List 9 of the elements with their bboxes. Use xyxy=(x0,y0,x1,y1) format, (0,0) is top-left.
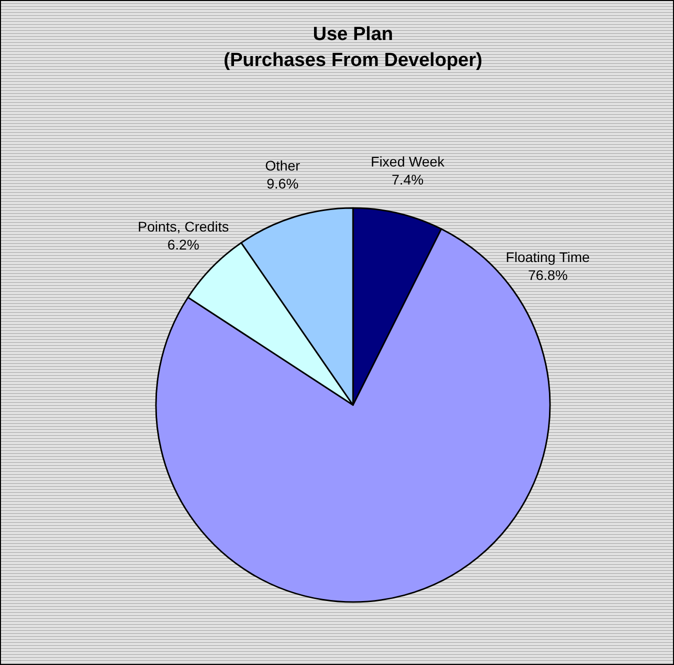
slice-label: Floating Time xyxy=(506,249,590,266)
data-label: 6.2% xyxy=(167,236,200,253)
data-label: 9.6% xyxy=(266,176,299,192)
data-label: 76.8% xyxy=(528,267,568,284)
chart-title: Use Plan (Purchases From Developer) xyxy=(224,24,482,71)
slice-label: Points, Credits xyxy=(138,218,229,235)
slice-label: Fixed Week xyxy=(370,153,446,170)
slice-label: Other xyxy=(265,158,300,174)
data-label: 7.4% xyxy=(392,171,424,188)
